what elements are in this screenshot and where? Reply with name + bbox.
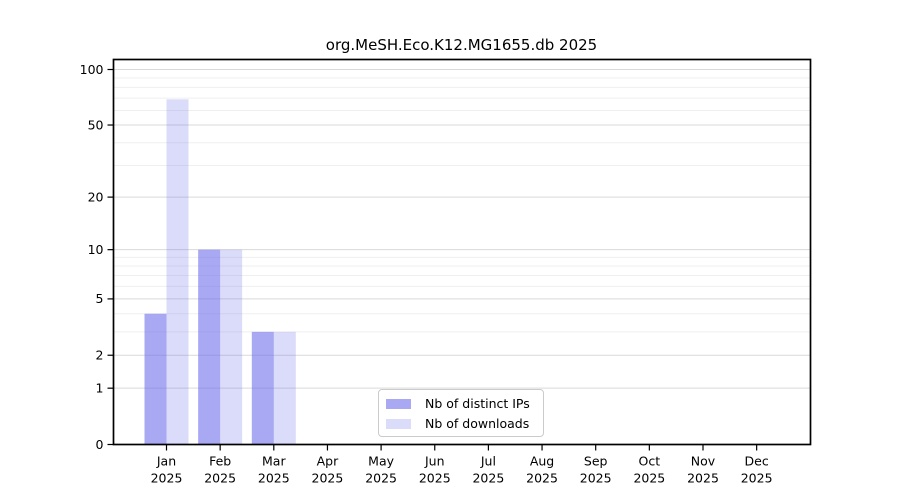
- x-tick-label-year: 2025: [151, 471, 183, 486]
- x-tick-label-year: 2025: [633, 471, 665, 486]
- bar-nb-of-downloads-jan: [166, 99, 189, 445]
- y-tick-label: 10: [88, 242, 104, 257]
- x-tick-label-month: Jun: [424, 454, 445, 469]
- y-tick-label: 1: [96, 380, 104, 395]
- y-tick-label: 2: [96, 348, 104, 363]
- x-tick-label-month: May: [368, 454, 394, 469]
- y-tick-label: 0: [96, 437, 104, 452]
- x-tick-label-month: Aug: [530, 454, 554, 469]
- x-tick-label-month: Jan: [156, 454, 176, 469]
- x-tick-label-month: Sep: [584, 454, 608, 469]
- x-tick-label-year: 2025: [204, 471, 236, 486]
- legend: Nb of distinct IPs Nb of downloads: [378, 389, 544, 437]
- x-tick-label-month: Feb: [209, 454, 231, 469]
- legend-swatch-downloads: [386, 418, 411, 429]
- x-tick-label-month: Apr: [317, 454, 339, 469]
- x-tick-label-year: 2025: [258, 471, 290, 486]
- y-tick-label: 100: [80, 62, 104, 77]
- plot-border: [112, 58, 812, 446]
- x-tick-label-month: Dec: [745, 454, 769, 469]
- x-tick-label-year: 2025: [472, 471, 504, 486]
- legend-label-distinct-ips: Nb of distinct IPs: [425, 396, 530, 411]
- bar-nb-of-distinct-ips-mar: [251, 331, 274, 445]
- x-tick-label-month: Mar: [262, 454, 286, 469]
- x-tick-label-year: 2025: [580, 471, 612, 486]
- bar-nb-of-downloads-feb: [220, 249, 243, 445]
- legend-item-downloads: Nb of downloads: [386, 417, 535, 430]
- legend-label-downloads: Nb of downloads: [425, 416, 530, 431]
- legend-item-distinct-ips: Nb of distinct IPs: [386, 397, 535, 410]
- x-tick-label-year: 2025: [741, 471, 773, 486]
- y-tick-label: 20: [88, 189, 104, 204]
- y-tick-label: 5: [96, 291, 104, 306]
- x-tick-label-year: 2025: [312, 471, 344, 486]
- bar-nb-of-distinct-ips-feb: [198, 249, 221, 445]
- bar-nb-of-distinct-ips-jan: [144, 313, 167, 445]
- y-tick-label: 50: [88, 117, 104, 132]
- legend-swatch-distinct-ips: [386, 398, 411, 409]
- x-tick-label-month: Jul: [480, 454, 496, 469]
- x-tick-label-year: 2025: [419, 471, 451, 486]
- x-tick-label-year: 2025: [687, 471, 719, 486]
- x-tick-label-month: Nov: [691, 454, 716, 469]
- x-tick-label-month: Oct: [639, 454, 661, 469]
- x-tick-label-year: 2025: [365, 471, 397, 486]
- bar-nb-of-downloads-mar: [273, 331, 296, 445]
- x-tick-label-year: 2025: [526, 471, 558, 486]
- chart-title: org.MeSH.Eco.K12.MG1655.db 2025: [325, 36, 598, 54]
